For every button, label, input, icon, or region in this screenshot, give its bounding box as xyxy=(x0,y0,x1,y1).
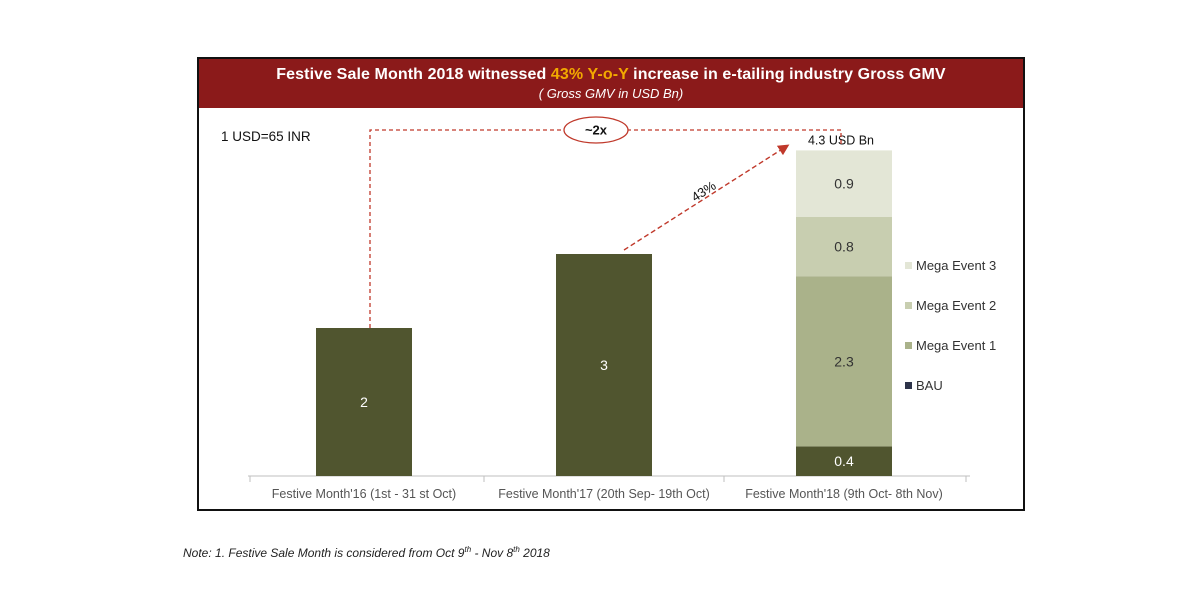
yoy-arrow xyxy=(623,144,790,251)
bar-bau-2 xyxy=(796,446,892,476)
yoy-growth-label: 43% xyxy=(689,178,719,205)
footnote-suffix: 2018 xyxy=(519,546,550,560)
bar-mega-event-1-2 xyxy=(796,276,892,447)
x-tick-label-0: Festive Month'16 (1st - 31 st Oct) xyxy=(272,487,456,501)
legend-swatch-0 xyxy=(905,262,912,269)
multiple-label: ~2x xyxy=(585,123,608,138)
footnote: Note: 1. Festive Sale Month is considere… xyxy=(183,545,550,560)
title-highlight: 43% Y-o-Y xyxy=(550,66,629,83)
legend-label-0: Mega Event 3 xyxy=(916,258,996,273)
data-label-2-0: 0.4 xyxy=(834,453,854,469)
data-label-2-2: 0.8 xyxy=(834,239,854,255)
data-label-2-1: 2.3 xyxy=(834,353,854,369)
title-text-post: increase in e-tailing industry Gross GMV xyxy=(628,66,946,83)
chart-header: Festive Sale Month 2018 witnessed 43% Y-… xyxy=(199,59,1023,108)
legend-label-2: Mega Event 1 xyxy=(916,338,996,353)
legend-swatch-1 xyxy=(905,302,912,309)
x-tick-label-2: Festive Month'18 (9th Oct- 8th Nov) xyxy=(745,487,943,501)
bar-bau-0 xyxy=(316,328,412,476)
footnote-mid: - Nov 8 xyxy=(471,546,514,560)
title-text-pre: Festive Sale Month 2018 witnessed xyxy=(276,66,551,83)
exchange-rate-label: 1 USD=65 INR xyxy=(221,129,311,144)
legend-label-3: BAU xyxy=(916,378,943,393)
bar-mega-event-2-2 xyxy=(796,217,892,277)
data-label-1-0: 3 xyxy=(600,357,608,373)
legend-label-1: Mega Event 2 xyxy=(916,298,996,313)
chart-subtitle: ( Gross GMV in USD Bn) xyxy=(538,86,684,101)
legend-swatch-3 xyxy=(905,382,912,389)
chart-title: Festive Sale Month 2018 witnessed 43% Y-… xyxy=(199,66,1023,84)
x-tick-label-1: Festive Month'17 (20th Sep- 19th Oct) xyxy=(498,487,710,501)
footnote-prefix: Note: 1. Festive Sale Month is considere… xyxy=(183,546,465,560)
legend-swatch-2 xyxy=(905,342,912,349)
data-label-0-0: 2 xyxy=(360,394,368,410)
multiple-badge xyxy=(563,116,629,144)
data-label-2-3: 0.9 xyxy=(834,176,854,192)
footnote-sup-2: th xyxy=(513,545,520,554)
bar-bau-1 xyxy=(556,254,652,476)
multiple-connector xyxy=(369,129,842,328)
bar-mega-event-3-2 xyxy=(796,150,892,217)
footnote-sup-1: th xyxy=(464,545,472,554)
